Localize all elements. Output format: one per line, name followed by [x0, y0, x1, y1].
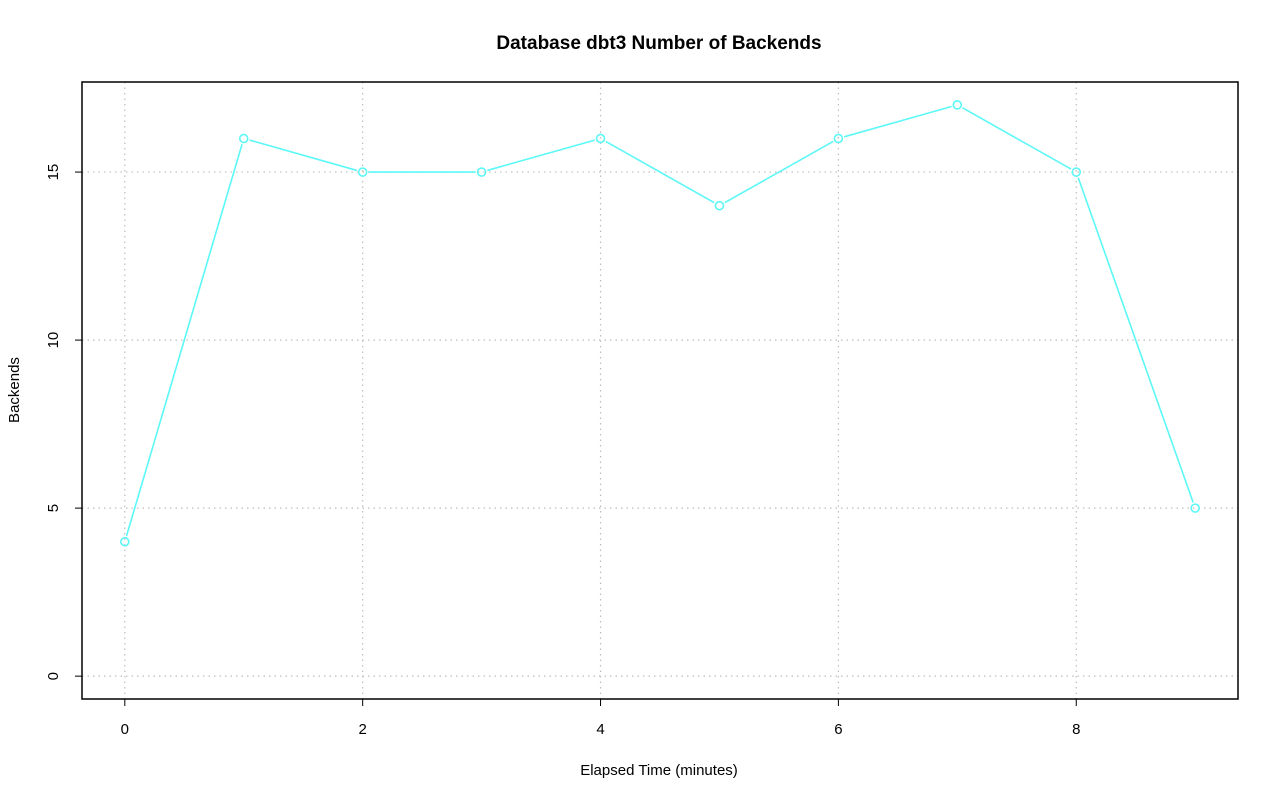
- x-axis-label: Elapsed Time (minutes): [580, 762, 738, 779]
- chart-title: Database dbt3 Number of Backends: [496, 33, 821, 54]
- data-point: [476, 167, 487, 177]
- series-segment: [724, 140, 834, 204]
- series-segment: [962, 107, 1072, 170]
- data-point: [714, 200, 725, 211]
- data-point: [120, 536, 130, 547]
- series-segment: [605, 140, 715, 204]
- x-tick-label: 8: [1072, 721, 1080, 738]
- series-segment: [125, 143, 243, 537]
- y-axis: 0 5 10 15: [45, 164, 83, 680]
- x-tick-label: 2: [359, 721, 367, 738]
- y-tick-label: 5: [45, 504, 62, 512]
- x-axis: 0 2 4 6 8: [121, 698, 1080, 738]
- series-backends: [120, 100, 1200, 547]
- x-tick-label: 4: [596, 721, 604, 738]
- series-segment: [843, 105, 952, 138]
- series-segment: [1077, 177, 1194, 503]
- data-point: [952, 100, 963, 110]
- y-tick-label: 10: [45, 332, 62, 349]
- x-tick-label: 6: [834, 721, 842, 738]
- y-tick-label: 0: [45, 672, 62, 680]
- plot-frame: [81, 81, 1239, 700]
- data-point: [1190, 503, 1200, 513]
- grid-lines: [82, 82, 1238, 699]
- series-segment: [249, 139, 358, 172]
- data-point: [833, 133, 844, 144]
- y-axis-label: Backends: [6, 357, 23, 423]
- data-point: [595, 133, 606, 144]
- series-segment: [487, 139, 595, 172]
- data-point: [238, 133, 249, 144]
- data-point: [1071, 167, 1082, 177]
- data-point: [357, 167, 368, 177]
- y-tick-label: 15: [45, 164, 62, 181]
- x-tick-label: 0: [121, 721, 129, 738]
